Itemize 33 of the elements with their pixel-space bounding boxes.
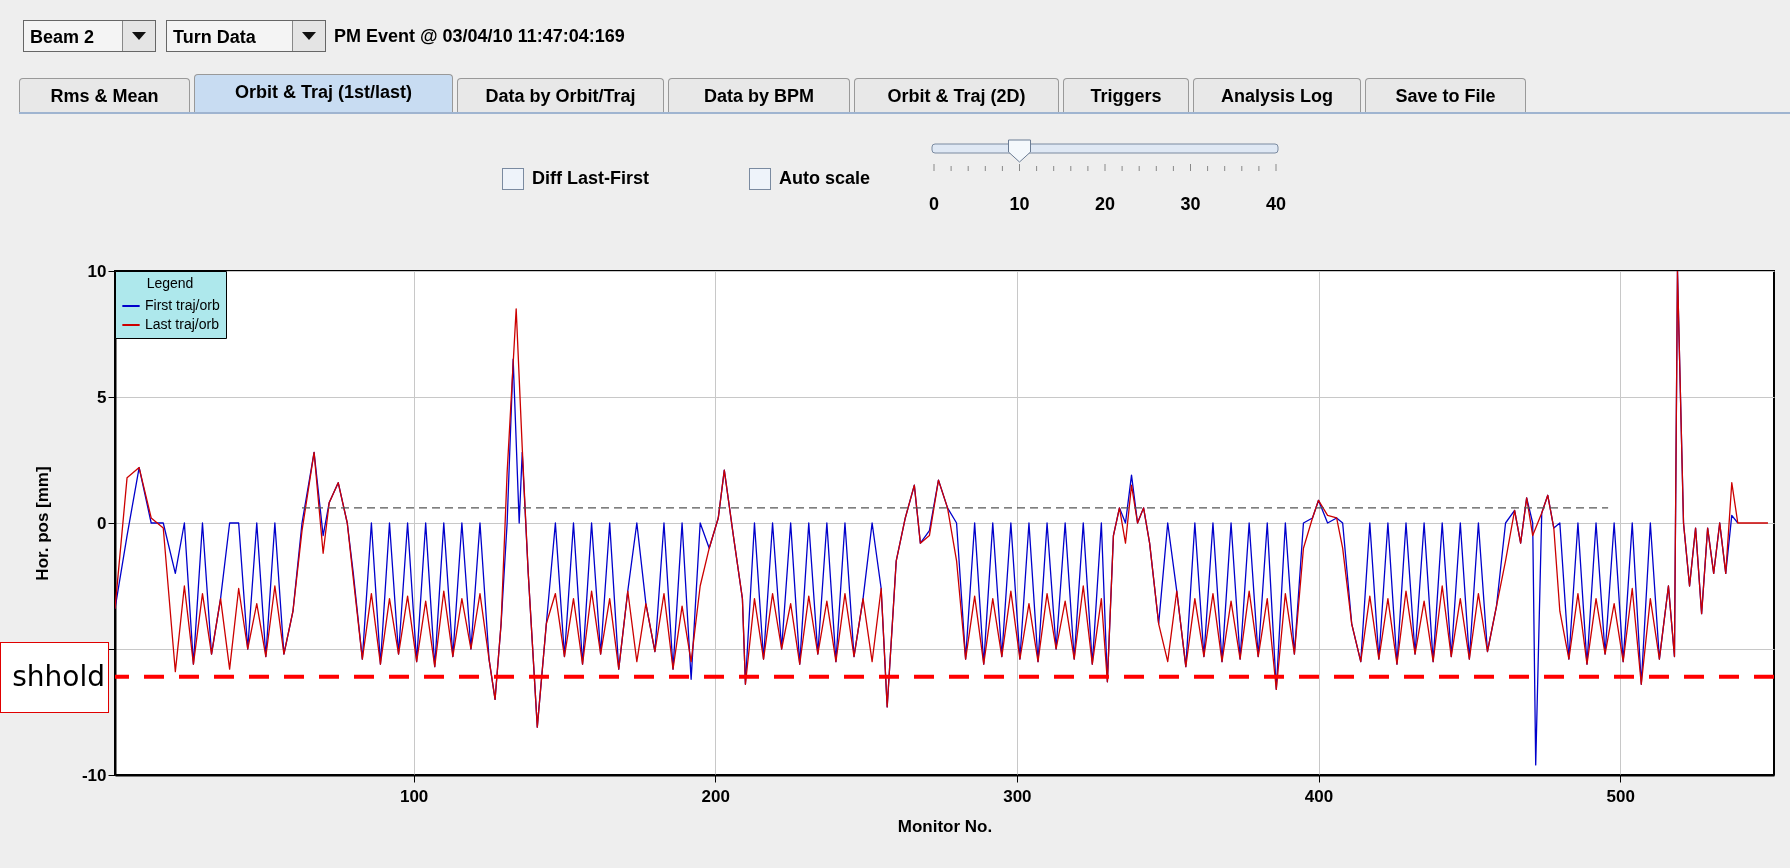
- text: Beam 2: [30, 27, 95, 47]
- legend-title: Legend: [146, 275, 194, 291]
- legend-label: First traj/orb: [145, 297, 220, 313]
- x-tick-label: 300: [1003, 786, 1032, 806]
- x-tick-label: 100: [399, 786, 429, 806]
- y-tick-label: 5: [97, 387, 107, 407]
- text: Data by Orbit/Traj: [457, 78, 664, 112]
- x-tick-label: 500: [1606, 786, 1635, 806]
- text: PM Event @ 03/04/10 11:47:04:169: [334, 26, 625, 47]
- y-tick-label: 0: [97, 513, 107, 533]
- y-axis-title: Hor. pos [mm]: [32, 466, 52, 581]
- x-tick-label: 200: [701, 786, 730, 806]
- text: Data by BPM: [668, 78, 850, 112]
- text: Auto scale: [779, 168, 871, 188]
- text: Rms & Mean: [19, 78, 190, 112]
- text: Orbit & Traj (1st/last): [194, 74, 453, 112]
- x-axis-title: Monitor No.: [897, 816, 993, 836]
- text: Diff Last-First: [532, 168, 649, 188]
- text: Analysis Log: [1193, 78, 1361, 112]
- text: 10: [1009, 194, 1030, 215]
- text: 30: [1180, 194, 1201, 215]
- text: 0: [928, 194, 940, 215]
- ref-line-label: shhold: [0, 642, 109, 713]
- y-tick-label: 10: [87, 261, 107, 281]
- text: 20: [1094, 194, 1116, 215]
- text: Orbit & Traj (2D): [854, 78, 1059, 112]
- text: Triggers: [1063, 78, 1189, 112]
- text: 40: [1265, 194, 1287, 215]
- legend-label: Last traj/orb: [145, 316, 220, 332]
- x-tick-label: 400: [1304, 786, 1334, 806]
- text: Turn Data: [173, 27, 256, 47]
- text: Save to File: [1365, 78, 1526, 112]
- y-tick-label: -10: [81, 765, 107, 785]
